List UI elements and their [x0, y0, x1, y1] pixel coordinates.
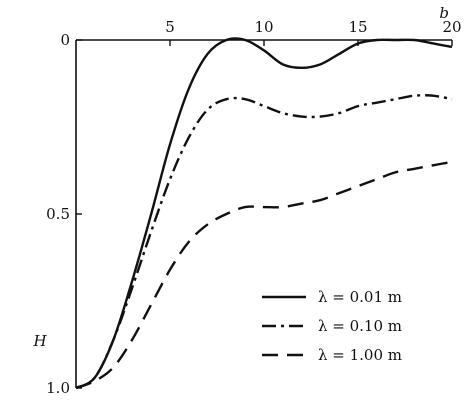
legend-label: λ = 0.01 m	[318, 288, 402, 306]
series-layer	[75, 37, 453, 390]
legend-label: λ = 0.10 m	[318, 317, 402, 335]
y-tick-label: 0.5	[46, 205, 70, 223]
axes: 5 10 15 20b 0 0.5 1.0 H	[32, 4, 461, 397]
y-tick-label: 1.0	[46, 379, 70, 397]
x-tick-label: 5	[165, 18, 175, 36]
legend: λ = 0.01 m λ = 0.10 m λ = 1.00 m	[262, 288, 402, 364]
x-axis-label: b	[439, 4, 449, 22]
series-line-dashdot	[75, 94, 453, 390]
x-tick-label: 15	[348, 18, 367, 36]
x-tick-label: 10	[254, 18, 273, 36]
series-line-dashed	[75, 160, 453, 390]
y-axis-label: H	[32, 332, 47, 350]
y-tick-label: 0	[60, 31, 70, 49]
series-line-solid	[75, 37, 453, 390]
legend-label: λ = 1.00 m	[318, 346, 402, 364]
x-tick-label: 20	[442, 18, 461, 36]
